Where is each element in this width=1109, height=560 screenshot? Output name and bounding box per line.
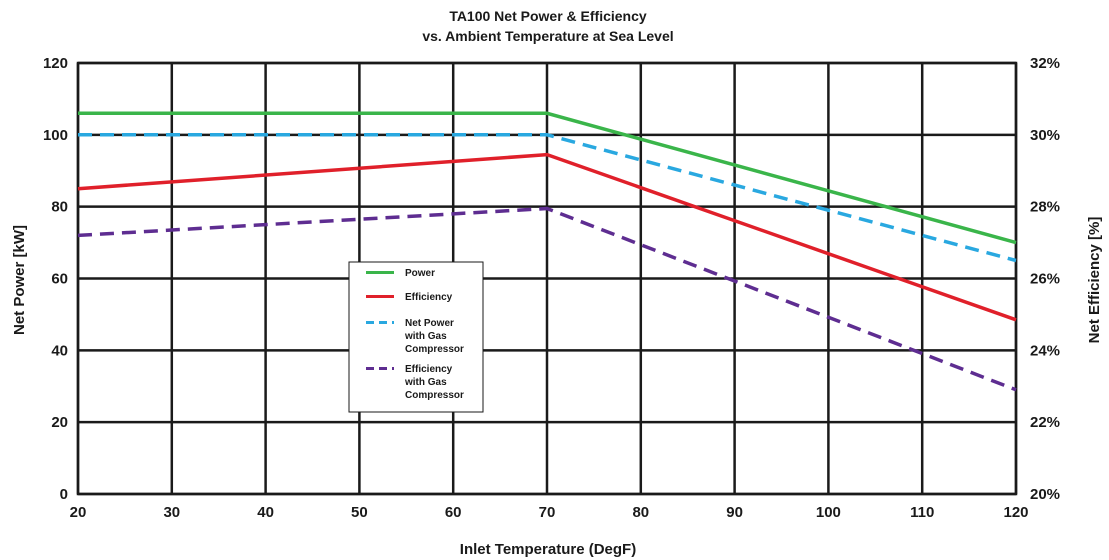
y2-tick-label: 22% — [1030, 414, 1060, 431]
y-tick-label: 40 — [51, 342, 68, 359]
legend-label: Efficiency — [405, 364, 453, 375]
y-tick-label: 120 — [43, 55, 68, 72]
y-tick-label: 60 — [51, 271, 68, 288]
legend-box — [348, 261, 484, 413]
y2-tick-label: 28% — [1030, 199, 1060, 216]
y2-tick-label: 32% — [1030, 55, 1060, 72]
x-tick-label: 80 — [632, 504, 649, 521]
legend-label: with Gas — [404, 377, 447, 388]
y2-tick-label: 20% — [1030, 486, 1060, 503]
legend-label: Net Power — [405, 318, 454, 329]
legend-label: Power — [405, 268, 435, 279]
x-tick-label: 120 — [1003, 504, 1028, 521]
x-tick-label: 60 — [445, 504, 462, 521]
y2-tick-label: 24% — [1030, 342, 1060, 359]
y-axis-label: Net Power [kW] — [11, 225, 28, 335]
x-tick-label: 110 — [910, 504, 934, 521]
x-tick-label: 50 — [351, 504, 368, 521]
series-line-2 — [77, 152, 1017, 322]
x-axis-label: Inlet Temperature (DegF) — [460, 541, 636, 558]
series-line-3 — [78, 133, 1017, 263]
legend-label: Compressor — [405, 390, 464, 401]
x-tick-label: 20 — [70, 504, 87, 521]
y-tick-label: 0 — [60, 486, 68, 503]
x-tick-label: 90 — [726, 504, 743, 521]
series-layer — [77, 111, 1017, 392]
ticks: 20 30 40 50 60 70 80 90 100 110 120020406080100120… — [43, 55, 1060, 521]
y2-axis-label: Net Efficiency [%] — [1086, 217, 1103, 344]
x-tick-label: 40 — [257, 504, 274, 521]
x-tick-label: 100 — [816, 504, 841, 521]
grid — [76, 61, 1018, 496]
y-tick-label: 100 — [43, 127, 68, 144]
chart-subtitle: vs. Ambient Temperature at Sea Level — [422, 28, 673, 44]
legend: Power Efficiency Net Power with Gas Compress… — [348, 261, 484, 413]
series-line-4 — [77, 206, 1017, 392]
x-tick-label: 30 — [163, 504, 180, 521]
x-tick-label: 70 — [539, 504, 556, 521]
y2-tick-label: 26% — [1030, 271, 1060, 288]
series-line-1 — [78, 111, 1017, 245]
legend-label: with Gas — [404, 331, 447, 342]
y2-tick-label: 30% — [1030, 127, 1060, 144]
legend-label: Compressor — [405, 344, 464, 355]
chart-title: TA100 Net Power & Efficiency — [449, 8, 647, 24]
legend-label: Efficiency — [405, 292, 453, 303]
y-tick-label: 20 — [51, 414, 68, 431]
y-tick-label: 80 — [51, 199, 68, 216]
